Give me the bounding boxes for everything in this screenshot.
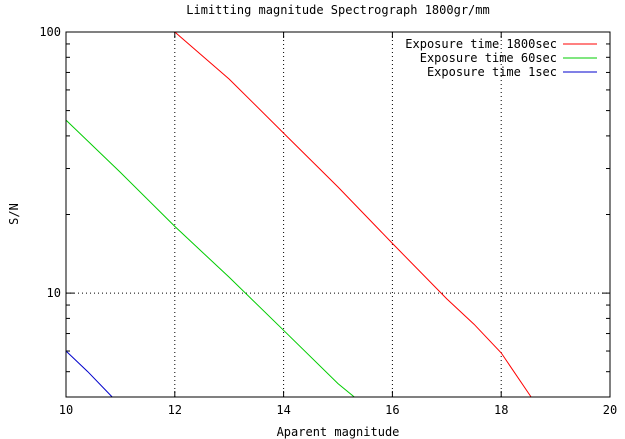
x-tick-label: 14 [276,403,290,417]
y-axis-label: S/N [7,203,21,225]
series-line-2 [65,119,355,398]
legend-label: Exposure time 60sec [420,51,557,65]
y-tick-label: 10 [47,286,61,300]
legend-label: Exposure time 1sec [427,65,557,79]
x-tick-label: 18 [494,403,508,417]
y-tick-label: 100 [39,25,61,39]
chart-title: Limitting magnitude Spectrograph 1800gr/… [186,3,489,17]
y-tick-labels: 10 100 [39,25,61,300]
series-line-3 [65,350,113,398]
grid [66,32,610,397]
x-axis-label: Aparent magnitude [277,425,400,439]
x-tick-label: 16 [385,403,399,417]
series-line-1 [174,31,532,398]
x-tick-label: 10 [59,403,73,417]
plot-frame [65,31,611,398]
x-tick-labels: 10 12 14 16 18 20 [59,403,617,417]
legend-label: Exposure time 1800sec [405,37,557,51]
series-lines [65,31,532,398]
ticks [65,31,611,397]
x-tick-label: 20 [603,403,617,417]
x-tick-label: 12 [168,403,182,417]
